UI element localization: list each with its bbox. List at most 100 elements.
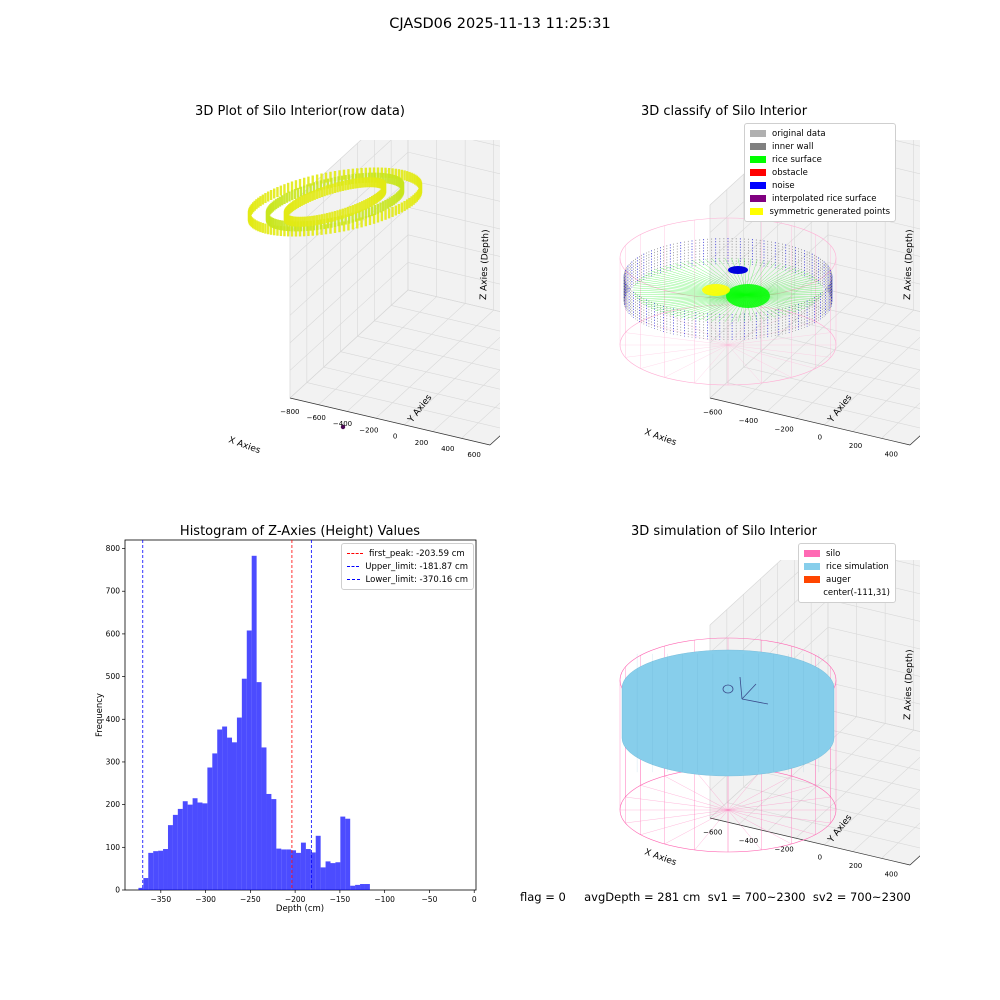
x-tick-label: −150: [330, 895, 351, 904]
histogram-bar: [217, 729, 223, 890]
plot4-title: 3D simulation of Silo Interior: [631, 524, 817, 539]
x-tick-label: −400: [739, 837, 758, 845]
legend-label: inner wall: [772, 141, 814, 152]
legend-line: [347, 566, 360, 567]
classified-point-cloud: [623, 238, 833, 340]
histogram-bar: [310, 852, 316, 890]
x-tick-label: −350: [151, 895, 172, 904]
legend-item: silo: [804, 547, 890, 560]
legend-item: center(-111,31): [804, 586, 890, 599]
legend-label: rice surface: [772, 154, 822, 165]
legend-label: silo: [826, 548, 841, 559]
histogram-bar: [212, 753, 218, 890]
histogram-bar: [197, 802, 203, 890]
histogram-bar: [222, 726, 228, 890]
x-tick-label: 600: [467, 451, 480, 459]
histogram-legend: first_peak: -203.59 cm Upper_limit: -181.…: [341, 543, 474, 590]
histogram-bar: [182, 801, 188, 890]
raw-outlier-point: [340, 424, 346, 430]
histogram-bar: [320, 867, 326, 890]
legend-item: Upper_limit: -181.87 cm: [347, 560, 468, 573]
histogram-bar: [236, 717, 242, 890]
plot4-zlabel: Z Axies (Depth): [903, 649, 915, 720]
legend-label: center(-111,31): [823, 587, 890, 598]
legend-item: symmetric generated points: [750, 205, 890, 218]
histogram-bar: [266, 793, 272, 890]
histogram-ylabel: Frequency: [95, 693, 105, 737]
raw-point-cloud: [247, 167, 423, 237]
status-line: flag = 0 avgDepth = 281 cm sv1 = 700~230…: [520, 890, 911, 904]
noise-cluster: [728, 266, 748, 274]
histogram-bar: [207, 767, 213, 890]
histogram-bar: [163, 849, 168, 890]
histogram-bar: [256, 682, 262, 890]
legend-item: interpolated rice surface: [750, 192, 890, 205]
x-tick-label: −200: [775, 425, 794, 433]
plot4-legend: silo rice simulation auger center(-111,31): [798, 543, 896, 603]
histogram-bar: [276, 848, 282, 890]
legend-swatch: [750, 169, 766, 176]
y-tick-label: 600: [106, 629, 121, 638]
legend-line: [347, 579, 360, 580]
rice-surface-core: [726, 284, 770, 308]
histogram-bar: [286, 849, 292, 890]
plot3-title: Histogram of Z-Axies (Height) Values: [179, 524, 421, 539]
x-tick-label: 0: [393, 433, 397, 441]
legend-item: first_peak: -203.59 cm: [347, 547, 468, 560]
histogram-bar: [360, 884, 365, 890]
plot2-xlabel: X Axies: [643, 427, 678, 448]
legend-item: inner wall: [750, 140, 890, 153]
y-tick-label: 700: [106, 587, 121, 596]
histogram-bar: [335, 862, 341, 890]
x-tick-label: 0: [472, 895, 477, 904]
histogram-bar: [305, 849, 311, 890]
legend-swatch: [750, 130, 766, 137]
histogram-chart: −350 −300 −250 −200 −150 −100 −50 0 0 100 200 300 4…: [95, 539, 477, 914]
plot1-zlabel: Z Axies (Depth): [479, 229, 491, 300]
y-tick-label: 300: [106, 757, 121, 766]
x-tick-label: −200: [359, 426, 378, 434]
histogram-xlabel: Depth (cm): [276, 904, 324, 914]
x-tick-label: 0: [818, 434, 822, 442]
x-tick-label: −800: [280, 408, 299, 416]
histogram-bar: [246, 630, 252, 890]
histogram-bar: [325, 861, 331, 890]
symmetric-points-core: [702, 284, 730, 296]
x-tick-label: −250: [240, 895, 261, 904]
legend-swatch: [750, 156, 766, 163]
x-tick-label: −600: [703, 829, 722, 837]
legend-item: original data: [750, 127, 890, 140]
legend-item: rice surface: [750, 153, 890, 166]
x-tick-label: −50: [422, 895, 438, 904]
x-tick-label: −300: [195, 895, 216, 904]
histogram-bar: [232, 742, 237, 890]
plot1-3d-axes: −800−600−400−20002004006005000−500−1000−…: [227, 140, 500, 459]
x-tick-label: 200: [415, 439, 428, 447]
legend-item: obstacle: [750, 166, 890, 179]
legend-label: first_peak: -203.59 cm: [369, 548, 465, 559]
histogram-bar: [153, 851, 159, 890]
histogram-bar: [364, 884, 370, 890]
plot2-3d-axes: −600−400−20002004006004002000−200−400−60…: [619, 140, 920, 458]
auger-marker: [722, 676, 769, 705]
histogram-bar: [177, 808, 183, 890]
legend-label: obstacle: [772, 167, 808, 178]
histogram-bar: [251, 555, 257, 890]
histogram-bar: [261, 747, 267, 890]
y-tick-label: 100: [106, 843, 121, 852]
legend-swatch: [750, 208, 764, 215]
x-tick-label: 400: [885, 450, 898, 458]
x-tick-label: 200: [849, 442, 862, 450]
legend-label: auger: [826, 574, 851, 585]
legend-label: interpolated rice surface: [772, 193, 877, 204]
histogram-bar: [143, 878, 149, 890]
histogram-bar: [330, 863, 336, 890]
figure-title: CJASD06 2025-11-13 11:25:31: [389, 16, 611, 32]
y-tick-label: 400: [106, 715, 121, 724]
histogram-bar: [296, 852, 301, 890]
x-tick-label: 0: [818, 854, 822, 862]
y-tick-label: 0: [115, 886, 120, 895]
x-tick-label: −400: [333, 420, 352, 428]
x-tick-label: 200: [849, 862, 862, 870]
plot2-zlabel: Z Axies (Depth): [903, 229, 915, 300]
